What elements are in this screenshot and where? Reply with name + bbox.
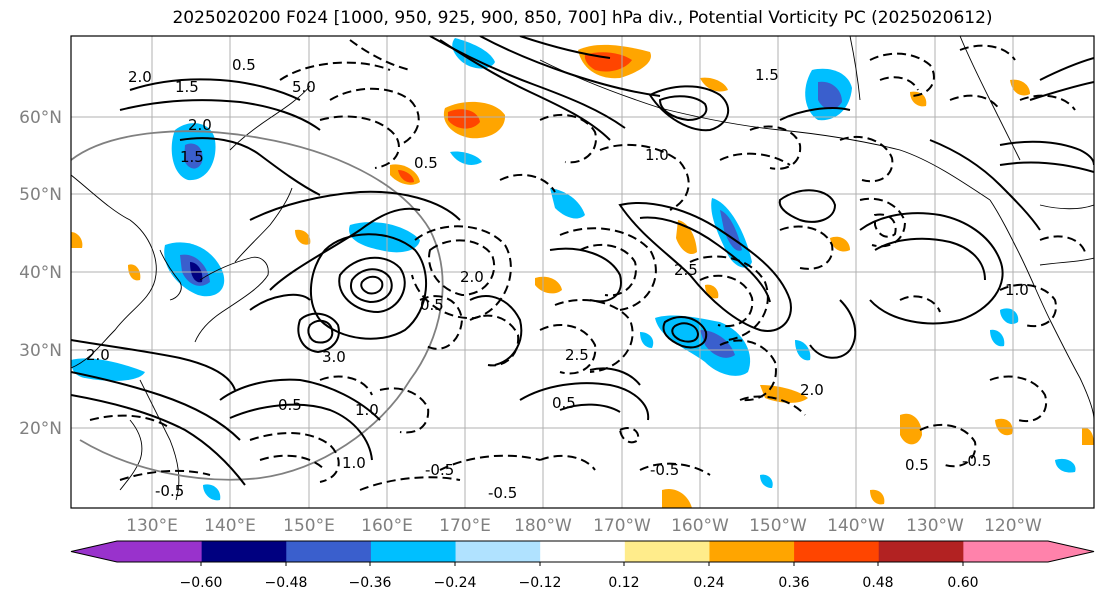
contour-label: 0.5 (278, 396, 302, 414)
lat-label: 50°N (19, 185, 62, 205)
contour-label: 2.5 (674, 261, 698, 279)
contour-label: 0.5 (552, 394, 576, 412)
contour-label: -0.5 (650, 461, 679, 479)
colorbar-tick-label: 0.24 (693, 575, 724, 591)
lon-label: 170°W (593, 516, 651, 536)
colorbar-segment (709, 541, 795, 562)
map-area: 2.0 1.5 0.5 5.0 2.0 1.5 2.0 0.5 1.0 1.5 … (71, 36, 1094, 508)
map-frame (70, 35, 1095, 509)
lon-label: 180°W (514, 516, 572, 536)
lon-label: 160°W (671, 516, 729, 536)
lon-label: 150°E (283, 516, 335, 536)
colorbar-segment (878, 541, 964, 562)
colorbar-tick-label: 0.60 (947, 575, 978, 591)
contour-label: 1.0 (355, 401, 379, 419)
lon-label: 130°E (126, 516, 178, 536)
colorbar-tick-label: 0.12 (608, 575, 639, 591)
contour-label: -0.5 (425, 461, 454, 479)
contour-label: 3.0 (322, 348, 346, 366)
contour-label: 0.5 (414, 154, 438, 172)
negative-contours (89, 39, 1086, 491)
contour-label: 1.0 (1005, 281, 1029, 299)
colorbar-extend-max (1048, 541, 1094, 562)
lon-label: 120°W (984, 516, 1042, 536)
contour-label: 2.0 (86, 346, 110, 364)
contour-label: 2.0 (128, 68, 152, 86)
latitude-labels: 60°N 50°N 40°N 30°N 20°N (19, 108, 62, 439)
positive-contours (71, 36, 1094, 486)
contour-label: 1.5 (755, 66, 779, 84)
colorbar (70, 540, 1095, 566)
positive-shading (71, 44, 1094, 508)
contour-label: -0.5 (962, 452, 991, 470)
contour-label: 1.5 (180, 148, 204, 166)
colorbar-segment (201, 541, 287, 562)
contour-label: 2.5 (565, 346, 589, 364)
coastlines (71, 36, 1094, 501)
colorbar-segment (370, 541, 457, 562)
contour-label: 1.0 (342, 454, 366, 472)
contour-label: 0.5 (905, 456, 929, 474)
lat-label: 20°N (19, 419, 62, 439)
lat-label: 60°N (19, 108, 62, 128)
colorbar-segment (794, 541, 880, 562)
contour-labels: 2.0 1.5 0.5 5.0 2.0 1.5 2.0 0.5 1.0 1.5 … (86, 56, 1029, 502)
map-title: 2025020200 F024 [1000, 950, 925, 900, 85… (172, 8, 993, 28)
longitude-labels: 130°E 140°E 150°E 160°E 170°E 180°W 170°… (126, 516, 1042, 536)
colorbar-tick-label: −0.36 (349, 575, 392, 591)
colorbar-outline (70, 540, 1095, 563)
colorbar-segment (455, 541, 541, 562)
colorbar-segment (286, 541, 372, 562)
contour-label: 0.5 (420, 296, 444, 314)
colorbar-tick-labels: −0.60 −0.48 −0.36 −0.24 −0.12 0.12 0.24 … (180, 575, 979, 591)
colorbar-segment (963, 541, 1049, 562)
colorbar-extend-min (71, 541, 117, 562)
colorbar-segment (540, 541, 626, 562)
colorbar-tick-label: −0.24 (434, 575, 477, 591)
lon-label: 130°W (906, 516, 964, 536)
contour-label: 2.0 (800, 381, 824, 399)
contour-label: -0.5 (488, 484, 517, 502)
lon-label: 140°W (827, 516, 885, 536)
lat-label: 30°N (19, 341, 62, 361)
colorbar-segment (117, 541, 203, 562)
contour-label: 1.0 (645, 146, 669, 164)
lat-label: 40°N (19, 263, 62, 283)
contour-label: 1.5 (175, 78, 199, 96)
lon-label: 170°E (439, 516, 491, 536)
lon-label: 160°E (361, 516, 413, 536)
colorbar-tick-label: 0.48 (862, 575, 893, 591)
colorbar-segment (624, 541, 710, 562)
lon-label: 150°W (749, 516, 807, 536)
contour-label: 0.5 (232, 56, 256, 74)
lon-label: 140°E (204, 516, 256, 536)
contour-label: 2.0 (188, 116, 212, 134)
colorbar-tick-label: −0.12 (519, 575, 562, 591)
contour-label: -0.5 (155, 482, 184, 500)
colorbar-tick-label: −0.60 (180, 575, 223, 591)
colorbar-tick-label: 0.36 (778, 575, 809, 591)
contour-label: 2.0 (460, 268, 484, 286)
contour-label: 5.0 (292, 78, 316, 96)
colorbar-tick-label: −0.48 (265, 575, 308, 591)
